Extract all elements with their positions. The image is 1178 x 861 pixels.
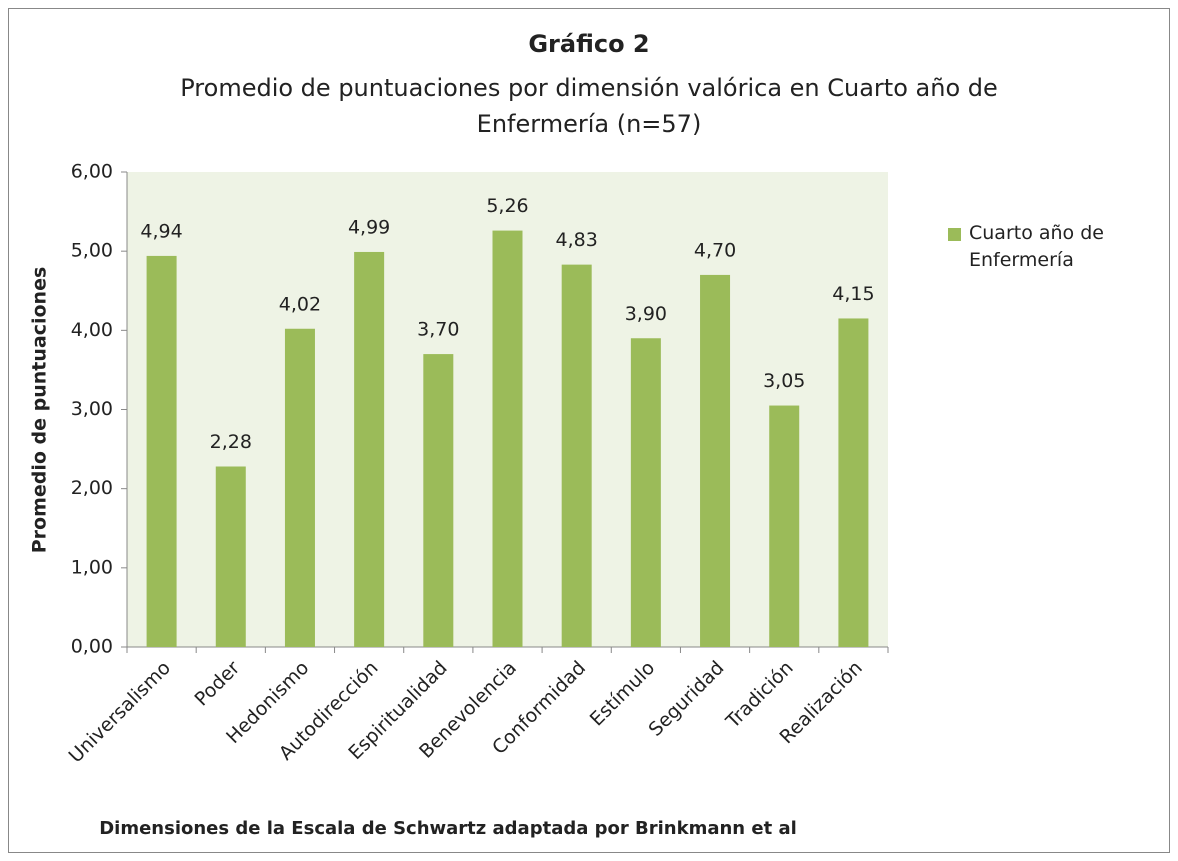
bar: [146, 255, 177, 647]
data-label: 4,70: [694, 239, 736, 261]
bar: [630, 338, 661, 647]
bar: [215, 466, 246, 647]
bar: [700, 274, 731, 647]
data-label: 2,28: [210, 431, 252, 453]
y-tick-label: 0,00: [71, 636, 113, 658]
y-tick-label: 4,00: [71, 319, 113, 341]
chart-title: Gráfico 2: [528, 30, 650, 58]
data-label: 4,94: [140, 220, 182, 242]
y-tick-label: 6,00: [71, 161, 113, 183]
data-label: 4,15: [832, 283, 874, 305]
bar: [284, 328, 315, 647]
bar: [769, 405, 800, 647]
bar: [838, 318, 869, 647]
data-label: 4,02: [279, 293, 321, 315]
bar: [423, 354, 454, 647]
y-tick-label: 1,00: [71, 556, 113, 578]
data-label: 5,26: [486, 195, 528, 217]
x-axis-title: Dimensiones de la Escala de Schwartz ada…: [99, 818, 797, 839]
legend-label: Cuarto año de Enfermería: [969, 222, 1104, 271]
data-label: 3,70: [417, 319, 459, 341]
data-label: 4,99: [348, 216, 390, 238]
legend-swatch: [948, 228, 961, 241]
y-axis-title: Promedio de puntuaciones: [29, 267, 51, 554]
bar: [561, 264, 592, 647]
data-label: 3,05: [763, 370, 805, 392]
chart-subtitle: Promedio de puntuaciones por dimensión v…: [180, 74, 998, 138]
bar: [492, 230, 523, 648]
data-label: 4,83: [556, 229, 598, 251]
y-tick-label: 5,00: [71, 240, 113, 262]
data-label: 3,90: [625, 303, 667, 325]
legend: Cuarto año de Enfermería: [948, 220, 1148, 274]
y-tick-label: 3,00: [71, 398, 113, 420]
y-tick-label: 2,00: [71, 477, 113, 499]
bar: [354, 251, 385, 648]
